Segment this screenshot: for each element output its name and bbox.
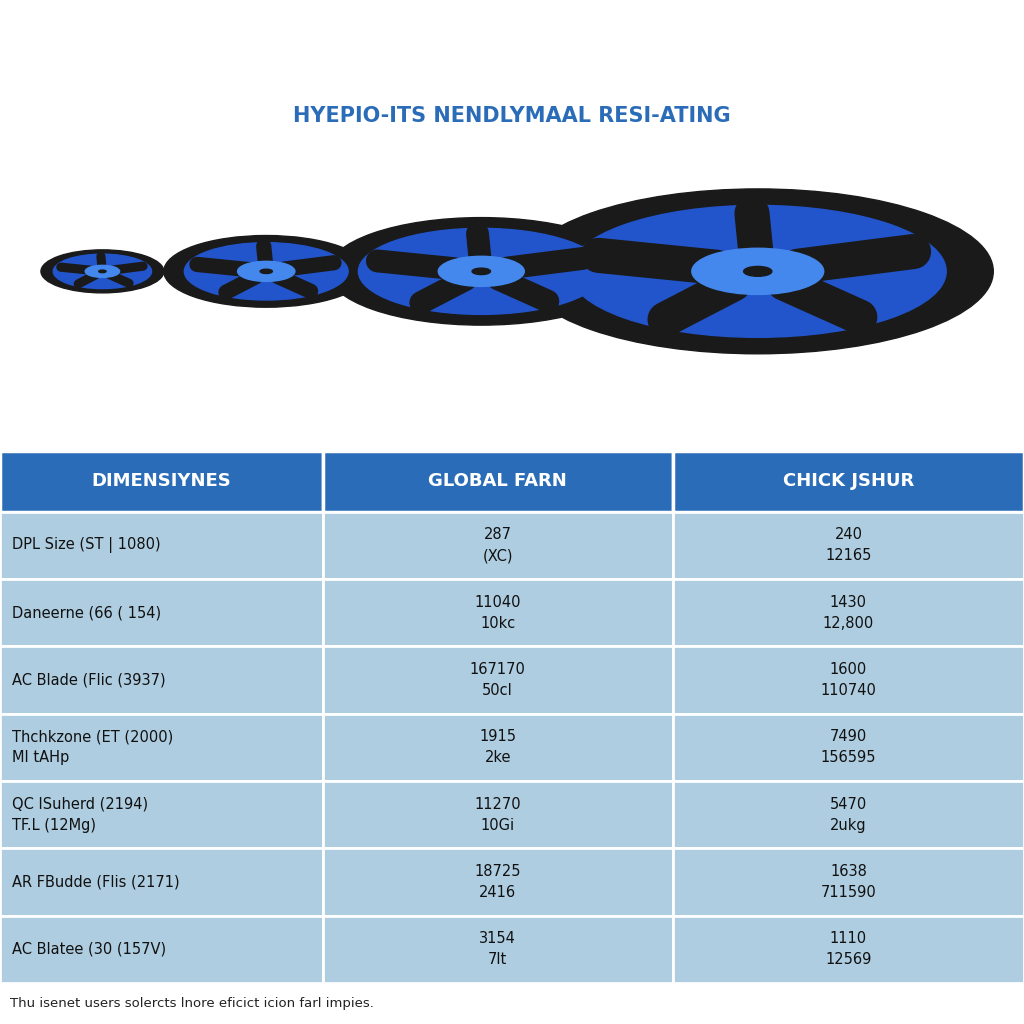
Text: 11040
10kc: 11040 10kc <box>474 595 521 631</box>
Text: 1600
110740: 1600 110740 <box>820 663 877 698</box>
FancyBboxPatch shape <box>0 512 323 580</box>
FancyBboxPatch shape <box>0 451 323 512</box>
FancyBboxPatch shape <box>323 915 673 983</box>
Circle shape <box>164 236 369 307</box>
FancyBboxPatch shape <box>673 512 1024 580</box>
Text: Thchkzone (ET (2000)
MI tAHp: Thchkzone (ET (2000) MI tAHp <box>12 729 173 765</box>
Circle shape <box>260 269 272 273</box>
FancyBboxPatch shape <box>673 714 1024 781</box>
Circle shape <box>438 256 524 287</box>
FancyBboxPatch shape <box>0 849 323 915</box>
Text: 287
(XC): 287 (XC) <box>482 527 513 563</box>
Text: 1915
2ke: 1915 2ke <box>479 729 516 765</box>
Text: QC ISuherd (2194)
TF.L (12Mg): QC ISuherd (2194) TF.L (12Mg) <box>12 797 148 833</box>
Text: 18725
2416: 18725 2416 <box>474 864 521 900</box>
Text: 1430
12,800: 1430 12,800 <box>822 595 874 631</box>
Text: 240
12165: 240 12165 <box>825 527 871 563</box>
Circle shape <box>522 188 993 353</box>
Circle shape <box>238 261 295 282</box>
Text: 5470
2ukg: 5470 2ukg <box>829 797 867 833</box>
Circle shape <box>41 250 164 293</box>
Text: DIMENSIYNES: DIMENSIYNES <box>91 472 231 490</box>
Text: GLOBAL FARN: GLOBAL FARN <box>428 472 567 490</box>
Circle shape <box>53 254 152 289</box>
Text: LENDIES CPGUART'JATION: LENDIES CPGUART'JATION <box>230 27 794 66</box>
Text: 167170
50cl: 167170 50cl <box>470 663 525 698</box>
Text: Thu isenet users solercts lnore eficict icion farl impies.: Thu isenet users solercts lnore eficict … <box>10 997 374 1010</box>
FancyBboxPatch shape <box>323 849 673 915</box>
Circle shape <box>358 228 604 314</box>
Circle shape <box>743 266 772 276</box>
Text: AC Blade (Flic (3937): AC Blade (Flic (3937) <box>12 673 166 687</box>
FancyBboxPatch shape <box>323 714 673 781</box>
FancyBboxPatch shape <box>323 781 673 849</box>
Text: AR FBudde (Flis (2171): AR FBudde (Flis (2171) <box>12 874 180 890</box>
FancyBboxPatch shape <box>0 781 323 849</box>
Text: 1110
12569: 1110 12569 <box>825 932 871 968</box>
FancyBboxPatch shape <box>323 646 673 714</box>
FancyBboxPatch shape <box>673 451 1024 512</box>
Text: CHICK JSHUR: CHICK JSHUR <box>782 472 914 490</box>
Text: 11270
10Gi: 11270 10Gi <box>474 797 521 833</box>
FancyBboxPatch shape <box>0 915 323 983</box>
Text: 7490
156595: 7490 156595 <box>820 729 877 765</box>
Circle shape <box>692 248 823 295</box>
Text: 1638
711590: 1638 711590 <box>820 864 877 900</box>
Text: 3154
7lt: 3154 7lt <box>479 932 516 968</box>
FancyBboxPatch shape <box>673 915 1024 983</box>
Circle shape <box>569 206 946 337</box>
Circle shape <box>184 243 348 300</box>
Text: AC Blatee (30 (157V): AC Blatee (30 (157V) <box>12 942 167 956</box>
Circle shape <box>472 268 490 274</box>
FancyBboxPatch shape <box>0 714 323 781</box>
Circle shape <box>98 270 106 272</box>
FancyBboxPatch shape <box>323 451 673 512</box>
Circle shape <box>85 265 120 278</box>
Text: Daneerne (66 ( 154): Daneerne (66 ( 154) <box>12 605 162 621</box>
Circle shape <box>328 217 635 325</box>
FancyBboxPatch shape <box>323 580 673 646</box>
FancyBboxPatch shape <box>0 580 323 646</box>
FancyBboxPatch shape <box>673 781 1024 849</box>
Text: HYEPIO-ITS NENDLYMAAL RESI-ATING: HYEPIO-ITS NENDLYMAAL RESI-ATING <box>293 106 731 127</box>
FancyBboxPatch shape <box>0 646 323 714</box>
FancyBboxPatch shape <box>673 849 1024 915</box>
FancyBboxPatch shape <box>673 646 1024 714</box>
FancyBboxPatch shape <box>673 580 1024 646</box>
FancyBboxPatch shape <box>323 512 673 580</box>
Text: DPL Size (ST | 1080): DPL Size (ST | 1080) <box>12 538 161 553</box>
